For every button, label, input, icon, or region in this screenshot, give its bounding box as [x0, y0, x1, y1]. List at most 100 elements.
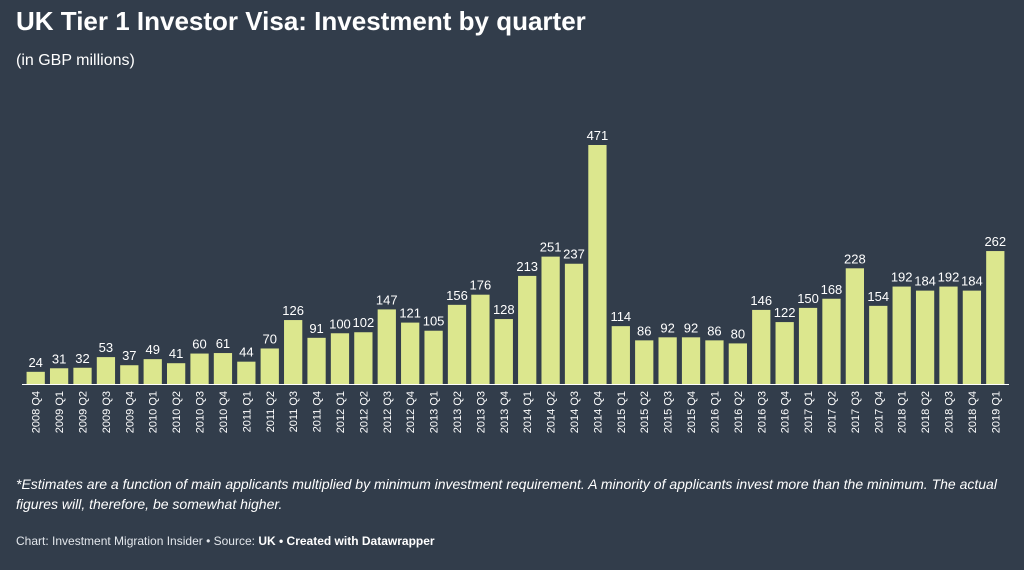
- x-tick-label: 2013 Q3: [475, 391, 487, 433]
- bar-value-label: 184: [914, 274, 936, 289]
- x-tick-label: 2010 Q1: [148, 391, 160, 433]
- bar: [120, 365, 139, 384]
- credits-made-with-link[interactable]: Created with Datawrapper: [286, 534, 435, 548]
- bar-value-label: 146: [750, 293, 772, 308]
- x-tick-label: 2016 Q2: [733, 391, 745, 433]
- bar-value-label: 31: [52, 351, 66, 366]
- bar: [775, 322, 794, 384]
- credits-separator: •: [275, 534, 287, 548]
- x-tick-label: 2010 Q2: [171, 391, 183, 433]
- x-tick-label: 2015 Q1: [616, 391, 628, 433]
- x-tick-label: 2017 Q2: [826, 391, 838, 433]
- bar-value-label: 147: [376, 292, 398, 307]
- x-tick-label: 2011 Q1: [241, 391, 253, 432]
- bar: [237, 361, 256, 384]
- bar-value-label: 80: [731, 326, 745, 341]
- bar: [822, 298, 841, 384]
- bar: [401, 322, 420, 384]
- x-tick-label: 2011 Q3: [288, 391, 300, 432]
- bar: [213, 353, 233, 384]
- x-tick-label: 2008 Q4: [31, 391, 43, 433]
- x-tick-label: 2018 Q4: [967, 391, 979, 433]
- bar-value-label: 122: [774, 305, 796, 320]
- x-tick-label: 2013 Q1: [429, 391, 441, 433]
- bar: [611, 326, 630, 384]
- x-tick-label: 2011 Q2: [265, 391, 277, 432]
- bar-value-label: 37: [122, 348, 136, 363]
- bar: [73, 367, 92, 384]
- bar: [167, 363, 186, 384]
- bar-value-label: 168: [821, 282, 843, 297]
- bar-value-label: 53: [99, 340, 113, 355]
- x-tick-label: 2018 Q3: [943, 391, 955, 433]
- x-tick-label: 2014 Q2: [546, 391, 558, 433]
- bar: [962, 290, 982, 384]
- bar-value-label: 41: [169, 346, 183, 361]
- bar: [518, 275, 537, 384]
- bar-value-label: 262: [984, 234, 1006, 249]
- bar-value-label: 126: [282, 303, 304, 318]
- x-tick-label: 2012 Q2: [358, 391, 370, 433]
- bar-value-label: 102: [353, 315, 375, 330]
- bar: [330, 333, 350, 384]
- x-tick-label: 2017 Q1: [803, 391, 815, 433]
- x-tick-label: 2012 Q1: [335, 391, 347, 433]
- bar-value-label: 154: [867, 289, 889, 304]
- bar: [190, 353, 209, 384]
- bar: [494, 319, 513, 384]
- x-tick-label: 2012 Q3: [382, 391, 394, 433]
- bar-value-label: 105: [423, 314, 445, 329]
- x-tick-label: 2013 Q2: [452, 391, 464, 433]
- chart-subtitle: (in GBP millions): [16, 52, 135, 69]
- x-tick-label: 2016 Q4: [780, 391, 792, 433]
- x-tick-label: 2017 Q3: [850, 391, 862, 433]
- bar: [845, 268, 864, 384]
- bar: [658, 337, 677, 384]
- bar: [96, 357, 116, 384]
- bar: [354, 332, 373, 384]
- x-tick-label: 2015 Q4: [686, 391, 698, 433]
- bar-value-label: 91: [309, 321, 323, 336]
- bar: [260, 348, 279, 384]
- x-tick-label: 2014 Q1: [522, 391, 534, 433]
- x-tick-label: 2012 Q4: [405, 391, 417, 433]
- footnote: *Estimates are a function of main applic…: [16, 476, 997, 512]
- credits-source-link[interactable]: UK: [258, 534, 276, 548]
- bar-value-label: 228: [844, 251, 866, 266]
- x-tick-label: 2015 Q3: [663, 391, 675, 433]
- bar-value-label: 213: [516, 259, 538, 274]
- x-tick-label: 2016 Q3: [756, 391, 768, 433]
- x-tick-label: 2009 Q1: [54, 391, 66, 433]
- bar-value-label: 192: [891, 270, 913, 285]
- bar: [377, 309, 396, 384]
- bar: [424, 330, 443, 384]
- bar-value-label: 92: [660, 320, 674, 335]
- bar: [728, 343, 747, 384]
- bar: [471, 294, 490, 384]
- bar: [284, 320, 303, 384]
- bar: [49, 368, 69, 384]
- chart-title: UK Tier 1 Investor Visa: Investment by q…: [16, 6, 586, 36]
- x-tick-label: 2010 Q4: [218, 391, 230, 433]
- x-tick-label: 2013 Q4: [499, 391, 511, 433]
- bar-value-label: 61: [216, 336, 230, 351]
- bar-value-label: 114: [610, 309, 631, 324]
- bar: [705, 340, 724, 384]
- x-tick-label: 2014 Q3: [569, 391, 581, 433]
- bar: [892, 286, 911, 384]
- x-tick-label: 2009 Q2: [78, 391, 90, 433]
- x-tick-label: 2019 Q1: [990, 391, 1002, 433]
- bar: [869, 305, 888, 384]
- bar-value-label: 128: [493, 302, 515, 317]
- bar-value-label: 70: [263, 331, 277, 346]
- bar: [307, 337, 326, 384]
- x-tick-label: 2018 Q1: [897, 391, 909, 433]
- bar-value-label: 176: [470, 278, 492, 293]
- bar-value-label: 471: [587, 128, 609, 143]
- x-tick-label: 2015 Q2: [639, 391, 651, 433]
- bar: [681, 337, 701, 384]
- bar-chart: 24 2008 Q4 31 2009 Q1 32 2009 Q2 53 2009 Q3 37 20…: [22, 128, 1009, 433]
- x-tick-label: 2017 Q4: [873, 391, 885, 433]
- x-tick-label: 2009 Q4: [124, 391, 136, 433]
- credits-prefix: Chart: Investment Migration Insider • So…: [16, 534, 259, 548]
